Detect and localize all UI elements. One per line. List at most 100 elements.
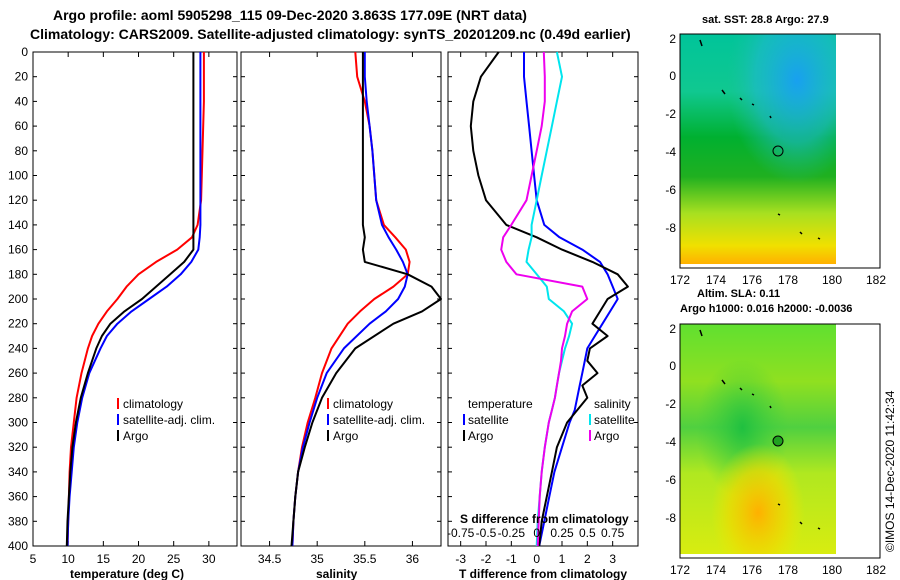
x2-tick-label: 0 (533, 526, 540, 540)
depth-tick-label: 140 (8, 218, 28, 232)
map-y-tick-label: -6 (665, 473, 676, 487)
legend-swatch-satellite (327, 414, 329, 425)
depth-tick-label: 360 (8, 490, 28, 504)
sst-map-title: sat. SST: 28.8 Argo: 27.9 (702, 14, 829, 26)
title-line-1: Argo profile: aoml 5905298_115 09-Dec-20… (53, 7, 527, 23)
map-x-tick-label: 174 (706, 563, 726, 577)
x-tick-label: 10 (61, 552, 75, 566)
map-y-tick-label: -2 (665, 107, 676, 121)
x-tick-label: -3 (455, 552, 466, 566)
x-tick-label: 0 (533, 552, 540, 566)
sst-map-frame (679, 33, 881, 269)
legend-satellite-adj: satellite-adj. clim. (333, 413, 425, 427)
map-x-tick-label: 178 (778, 273, 798, 287)
legend-t-satellite: satellite (468, 413, 509, 427)
series-line-argo (65, 52, 195, 547)
depth-tick-label: 0 (21, 45, 28, 59)
legend-salinity-head: salinity (594, 397, 631, 411)
x-tick-label: 36 (406, 552, 420, 566)
sst-map: sat. SST: 28.8 Argo: 27.9 172 174 176 178 18… (665, 14, 886, 287)
legend-swatch-satellite (117, 414, 119, 425)
x2-tick-label: 0.75 (601, 526, 625, 540)
x-tick-label: -2 (481, 552, 492, 566)
salinity-plot-frame (240, 51, 442, 547)
sla-map: Altim. SLA: 0.11 Argo h1000: 0.016 h2000… (665, 288, 886, 577)
x2-tick-label: 0.25 (550, 526, 574, 540)
sla-map-ticks: 172 174 176 178 180 182 2 0 -2 -4 -6 -8 (665, 322, 886, 577)
depth-tick-label: 160 (8, 243, 28, 257)
legend-temperature-head: temperature (468, 397, 533, 411)
series-line-salinity-argo (500, 51, 589, 547)
map-x-tick-label: 172 (670, 563, 690, 577)
series-line-temperature-satellite (523, 52, 619, 547)
map-x-tick-label: 176 (742, 563, 762, 577)
map-x-tick-label: 176 (742, 273, 762, 287)
sla-islands (699, 329, 821, 530)
map-x-tick-label: 180 (822, 273, 842, 287)
sst-warm-pool (680, 34, 836, 264)
difference-legend: temperature satellite Argo salinity sate… (463, 397, 635, 443)
depth-tick-label: 300 (8, 416, 28, 430)
imos-watermark: ©IMOS 14-Dec-2020 11:42:34 (883, 390, 897, 552)
depth-tick-label: 380 (8, 514, 28, 528)
difference-x2-label: S difference from climatology (460, 512, 629, 526)
series-line-satellite-adj-clim- (291, 52, 409, 547)
map-y-tick-label: 0 (669, 69, 676, 83)
map-y-tick-label: 2 (669, 32, 676, 46)
map-y-tick-label: -4 (665, 145, 676, 159)
map-x-tick-label: 182 (866, 563, 886, 577)
map-x-tick-label: 178 (778, 563, 798, 577)
map-y-tick-label: -4 (665, 435, 676, 449)
depth-tick-labels: 0 20 40 60 80 100 120 140 160 180 200 220 240 260 280 3… (8, 45, 28, 553)
sst-argo-marker (772, 145, 784, 157)
legend-argo: Argo (333, 429, 359, 443)
depth-tick-label: 20 (15, 70, 29, 84)
temperature-legend: climatology satellite-adj. clim. Argo (117, 397, 215, 443)
salinity-panel: 34.5 35 35.5 36 salinity climatology satell… (240, 51, 442, 580)
depth-tick-label: 200 (8, 292, 28, 306)
depth-tick-label: 100 (8, 169, 28, 183)
legend-satellite-adj: satellite-adj. clim. (123, 413, 215, 427)
map-y-tick-label: 0 (669, 359, 676, 373)
depth-tick-label: 260 (8, 366, 28, 380)
sst-map-ticks: 172 174 176 178 180 182 2 0 -2 -4 -6 -8 (665, 32, 886, 287)
series-line-temperature-argo (469, 51, 629, 547)
map-y-tick-label: -2 (665, 397, 676, 411)
depth-tick-label: 60 (15, 119, 29, 133)
legend-swatch-s-satellite (589, 414, 591, 425)
x2-tick-label: -0.5 (476, 526, 497, 540)
x-tick-label: 25 (167, 552, 181, 566)
legend-argo: Argo (123, 429, 149, 443)
x-tick-label: 20 (132, 552, 146, 566)
legend-swatch-t-argo (463, 430, 465, 441)
temperature-series (65, 52, 205, 547)
temperature-x-ticks: 5 10 15 20 25 30 (30, 51, 237, 566)
x-tick-label: 15 (97, 552, 111, 566)
series-line-salinity-satellite (525, 51, 574, 547)
x-tick-label: 30 (202, 552, 216, 566)
map-y-tick-label: -8 (665, 511, 676, 525)
depth-tick-label: 400 (8, 539, 28, 553)
legend-climatology: climatology (123, 397, 183, 411)
legend-s-argo: Argo (594, 429, 620, 443)
map-x-tick-label: 182 (866, 273, 886, 287)
legend-s-satellite: satellite (594, 413, 635, 427)
difference-x-label: T difference from climatology (459, 567, 627, 580)
depth-tick-label: 40 (15, 94, 29, 108)
x-tick-label: -1 (506, 552, 517, 566)
sla-map-title-1: Altim. SLA: 0.11 (697, 288, 780, 300)
difference-series (469, 51, 629, 547)
difference-x-ticks: -3 -2 -1 0 1 2 3 (448, 51, 638, 566)
salinity-difference-ticks: -0.75 -0.5 -0.25 0 0.25 0.5 0.75 (447, 526, 625, 540)
legend-t-argo: Argo (468, 429, 494, 443)
map-x-tick-label: 180 (822, 563, 842, 577)
map-x-tick-label: 172 (670, 273, 690, 287)
sla-map-title-2: Argo h1000: 0.016 h2000: -0.0036 (680, 303, 852, 315)
sla-high-region (680, 324, 836, 554)
temperature-x-label: temperature (deg C) (70, 567, 184, 580)
legend-swatch-argo (117, 430, 119, 441)
x-tick-label: 3 (609, 552, 616, 566)
salinity-x-label: salinity (316, 567, 358, 580)
depth-tick-label: 340 (8, 465, 28, 479)
depth-tick-label: 220 (8, 317, 28, 331)
